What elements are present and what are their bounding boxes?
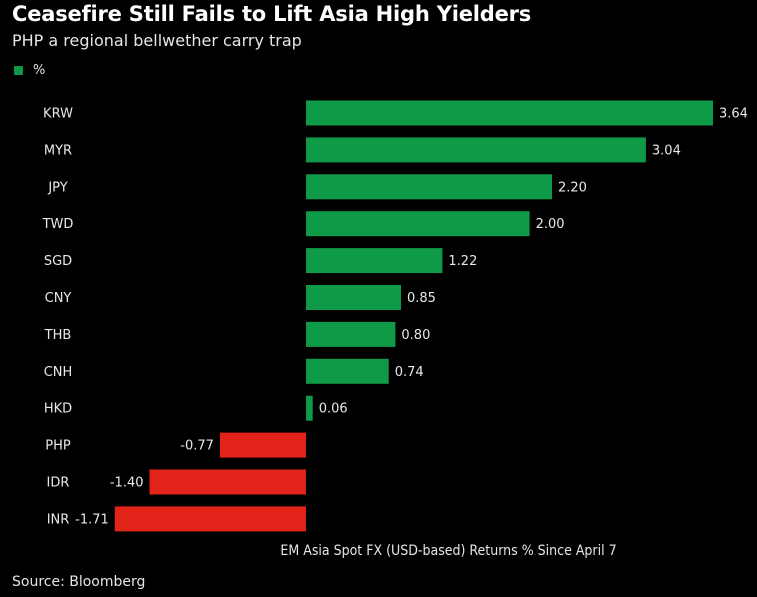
category-label-cny: CNY: [45, 291, 72, 306]
value-label-cnh: 0.74: [395, 365, 424, 380]
bar-thb: [306, 321, 396, 347]
value-label-php: -0.77: [180, 439, 214, 454]
legend-swatch: [14, 66, 23, 75]
x-axis-label: EM Asia Spot FX (USD-based) Returns % Si…: [280, 543, 617, 559]
value-label-idr: -1.40: [110, 476, 144, 491]
bar-cnh: [306, 358, 389, 384]
chart-subtitle: PHP a regional bellwether carry trap: [12, 31, 302, 50]
bar-krw: [306, 100, 713, 126]
category-label-krw: KRW: [43, 107, 73, 122]
bar-jpy: [306, 174, 552, 200]
value-label-krw: 3.64: [719, 107, 748, 122]
legend: %: [14, 63, 45, 78]
bar-twd: [306, 211, 530, 237]
value-label-thb: 0.80: [401, 328, 430, 343]
bar-idr: [149, 469, 306, 495]
value-label-myr: 3.04: [652, 143, 681, 158]
source-note: Source: Bloomberg: [12, 574, 146, 590]
category-label-sgd: SGD: [44, 254, 72, 269]
bar-cny: [306, 285, 401, 310]
category-label-jpy: JPY: [47, 180, 67, 195]
category-label-php: PHP: [45, 439, 71, 454]
legend-label: %: [33, 63, 46, 78]
bar-chart: KRW 3.64 MYR 3.04 JPY 2.20 TWD 2.00 SGD 1.22 CNY 0.…: [42, 100, 748, 532]
category-label-twd: TWD: [42, 217, 74, 232]
category-label-cnh: CNH: [44, 365, 73, 380]
bar-sgd: [306, 248, 443, 274]
category-label-hkd: HKD: [44, 402, 72, 417]
value-label-twd: 2.00: [536, 217, 565, 232]
bar-inr: [114, 506, 306, 532]
bar-php: [219, 432, 306, 458]
value-label-inr: -1.71: [75, 512, 109, 527]
chart-title: Ceasefire Still Fails to Lift Asia High …: [12, 2, 532, 26]
bar-myr: [306, 137, 646, 163]
category-label-myr: MYR: [44, 143, 72, 158]
category-label-idr: IDR: [47, 476, 70, 491]
value-label-cny: 0.85: [407, 291, 436, 306]
bar-hkd: [306, 395, 313, 421]
value-label-jpy: 2.20: [558, 180, 587, 195]
value-label-sgd: 1.22: [448, 254, 477, 269]
value-label-hkd: 0.06: [319, 402, 348, 417]
category-label-thb: THB: [44, 328, 72, 343]
category-label-inr: INR: [47, 512, 70, 527]
